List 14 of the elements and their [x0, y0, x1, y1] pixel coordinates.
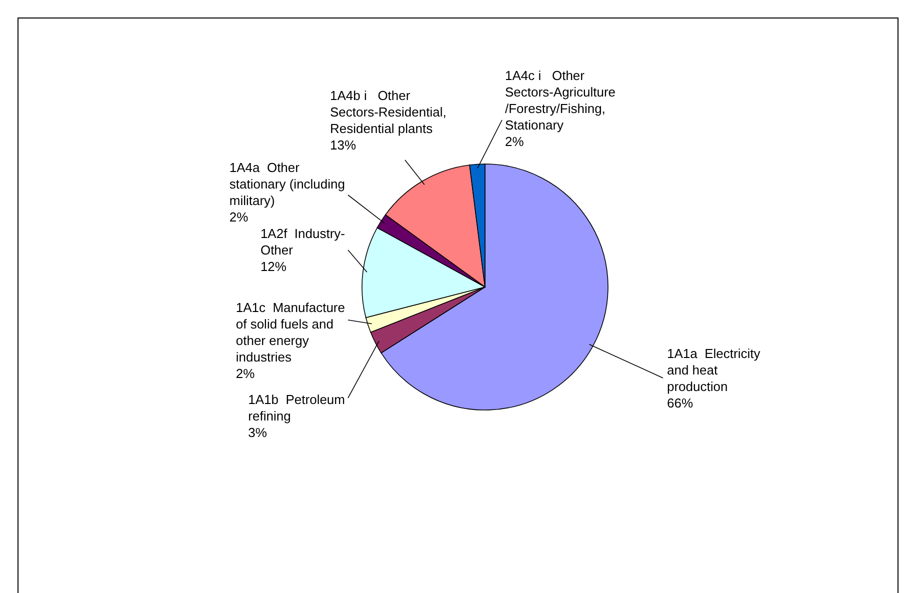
data-label: 2% [236, 366, 256, 381]
data-label: 2% [505, 134, 524, 149]
slice-label: 1A4c i Other Sectors-Agriculture/Forestry/Fishing, Stationary [505, 68, 616, 132]
slice-label: 1A4a Other stationary (including military) [229, 160, 346, 208]
data-label: 66% [667, 396, 694, 410]
slice-label: 1A1a Electricity and heat production [667, 346, 761, 394]
slice-label: 1A1b Petroleum refining [248, 392, 346, 424]
data-label: 3% [248, 425, 268, 440]
data-label: 13% [330, 138, 356, 152]
slice-label: 1A2f Industry-Other [260, 226, 346, 258]
data-label: 2% [229, 210, 249, 224]
slice-label: 1A4b i Other Sectors-Residential, Residential plants [330, 88, 446, 136]
slice-label: 1A1c Manufacture of solid fuels and other energy industries [236, 300, 346, 364]
data-label: 12% [260, 259, 287, 274]
